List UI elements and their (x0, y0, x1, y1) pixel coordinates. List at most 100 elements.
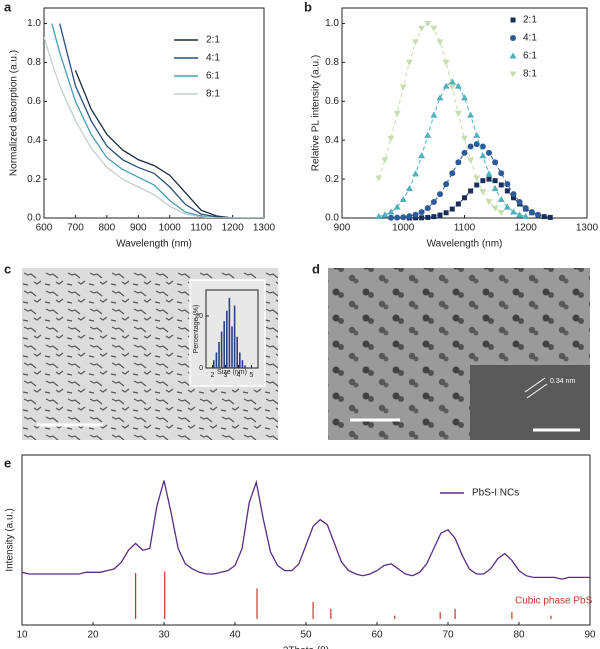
x-tick-label: 1200 (221, 223, 244, 234)
x-axis-label: Size (nm) (217, 369, 247, 376)
x-tick-label: 4 (237, 372, 241, 379)
marker (443, 181, 450, 188)
marker (461, 94, 468, 101)
y-tick-label: 0.6 (27, 96, 41, 107)
x-tick-label: 700 (67, 223, 84, 234)
x-tick-label: 1300 (576, 223, 599, 234)
x-tick-label: 3 (224, 372, 228, 379)
marker (492, 178, 498, 184)
x-tick-label: 2 (211, 372, 215, 379)
marker (399, 196, 407, 203)
marker (424, 21, 432, 28)
histogram-bar (244, 365, 246, 368)
marker (491, 185, 499, 192)
marker (473, 141, 480, 148)
panel-label: a (4, 0, 12, 14)
x-tick-label: 1100 (190, 223, 212, 234)
marker (449, 170, 456, 177)
y-tick-label: 0.0 (325, 213, 339, 224)
marker (430, 111, 438, 118)
marker (437, 212, 443, 218)
y-axis-label: Percentage (%) (193, 305, 200, 354)
reference-label: Cubic phase PbS (515, 596, 593, 607)
marker (461, 149, 468, 156)
marker (504, 181, 511, 188)
series-line (59, 23, 264, 218)
marker (474, 182, 480, 188)
legend-label: 8:1 (523, 69, 537, 80)
marker (516, 199, 523, 206)
y-axis-label: Intensity (a.u.) (5, 508, 16, 571)
marker (375, 212, 383, 219)
histogram-bar (228, 297, 231, 368)
marker (503, 203, 511, 210)
marker (399, 84, 407, 91)
marker (522, 212, 530, 219)
fit-line (378, 81, 526, 217)
marker (436, 39, 444, 46)
series-line (44, 36, 264, 218)
plot-frame (43, 7, 265, 219)
marker (387, 135, 395, 142)
marker (393, 110, 401, 117)
micrograph-d: 0.34 nm (328, 268, 590, 440)
fit-line (378, 22, 502, 213)
marker (504, 188, 510, 194)
x-tick-label: 1200 (515, 223, 538, 234)
marker (473, 131, 481, 138)
lattice-marker (524, 377, 546, 393)
marker (387, 208, 395, 215)
marker (486, 176, 492, 182)
y-tick-label: 1.0 (325, 18, 339, 29)
marker (510, 35, 516, 41)
y-tick-label: 1.0 (27, 18, 41, 29)
marker (510, 17, 516, 23)
histogram-bar (218, 342, 220, 368)
marker (510, 191, 517, 198)
marker (516, 211, 524, 218)
series-line (22, 479, 590, 580)
marker (388, 214, 394, 221)
hrtem-inset (470, 365, 590, 440)
marker (479, 143, 486, 150)
plot-frame (21, 454, 591, 626)
legend-label: 6:1 (523, 51, 537, 62)
marker (485, 170, 493, 177)
x-axis-label: Wavelength (nm) (427, 239, 503, 250)
x-tick-label: 600 (36, 223, 53, 234)
marker (467, 157, 475, 164)
marker (430, 199, 437, 206)
panel-label: e (4, 455, 11, 470)
histogram-bar (233, 305, 236, 368)
marker (448, 78, 456, 85)
x-tick-label: 30 (158, 630, 170, 641)
marker (442, 59, 450, 66)
histogram-bar (241, 360, 244, 368)
marker (467, 143, 474, 150)
y-tick-label: 0.8 (325, 57, 339, 68)
marker (462, 195, 467, 201)
histogram-bar (226, 310, 228, 368)
marker (437, 191, 443, 198)
marker (442, 82, 450, 89)
histogram-bar (239, 352, 241, 368)
marker (381, 211, 389, 218)
marker (393, 203, 401, 210)
marker (467, 111, 475, 118)
marker (498, 182, 504, 188)
marker (485, 199, 493, 206)
y-tick-label: 20 (195, 313, 203, 320)
histogram-bar (223, 321, 225, 368)
x-tick-label: 900 (130, 223, 147, 234)
x-tick-label: 40 (229, 630, 241, 641)
legend-label: 4:1 (206, 53, 220, 64)
marker (511, 195, 516, 201)
marker (424, 205, 431, 212)
marker (522, 205, 529, 212)
y-tick-label: 0.2 (325, 174, 339, 185)
x-axis-label: Wavelength (nm) (116, 239, 192, 250)
marker (449, 206, 455, 212)
legend-label: 4:1 (523, 33, 537, 44)
x-tick-label: 70 (442, 630, 454, 641)
y-tick-label: 0.4 (27, 135, 41, 146)
